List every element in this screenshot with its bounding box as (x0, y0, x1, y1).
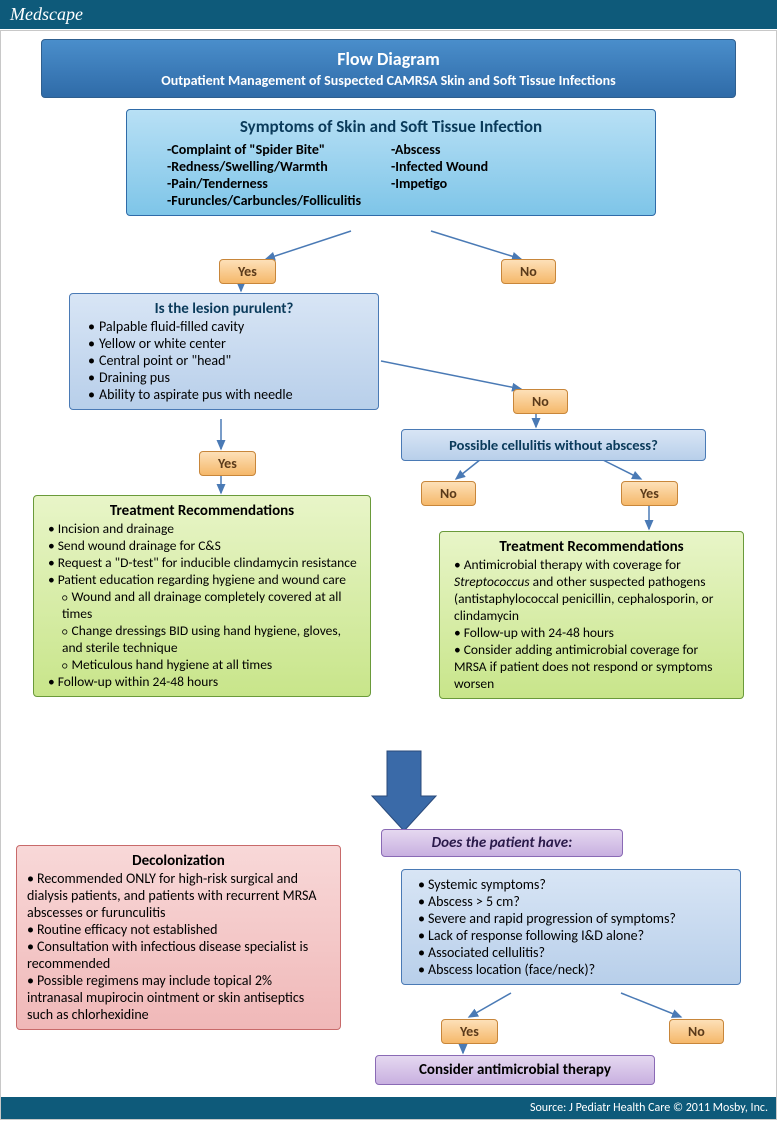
treat-item: Follow-up with 24-48 hours (454, 624, 733, 641)
symptom-item: -Redness/Swelling/Warmth (167, 158, 391, 175)
treat-heading: Treatment Recommendations (450, 538, 733, 556)
no-systemic: No (669, 1019, 724, 1044)
treat-item: Follow-up within 24-48 hours (48, 673, 360, 690)
treat-item: Incision and drainage (48, 520, 360, 537)
no-symptoms: No (501, 259, 556, 284)
yes-cellulitis: Yes (621, 481, 678, 506)
systemic-item: Associated cellulitis? (418, 944, 730, 961)
decol-item: Consultation with infectious disease spe… (27, 938, 330, 972)
symptom-item: -Abscess (391, 141, 615, 158)
purulent-heading: Is the lesion purulent? (80, 300, 368, 318)
systemic-item: Systemic symptoms? (418, 876, 730, 893)
purulent-box: Is the lesion purulent? Palpable fluid-f… (69, 293, 379, 410)
treatment-right: Treatment Recommendations Antimicrobial … (439, 531, 744, 699)
decolonization-box: Decolonization Recommended ONLY for high… (16, 845, 341, 1030)
symptoms-col1: -Complaint of "Spider Bite" -Redness/Swe… (167, 141, 391, 209)
treat-item: Patient education regarding hygiene and … (48, 571, 360, 588)
symptoms-box: Symptoms of Skin and Soft Tissue Infecti… (126, 109, 656, 216)
consider-therapy: Consider antimicrobial therapy (375, 1055, 655, 1085)
symptom-item: -Complaint of "Spider Bite" (167, 141, 391, 158)
yes-systemic: Yes (441, 1019, 498, 1044)
systemic-item: Abscess > 5 cm? (418, 893, 730, 910)
yes-symptoms: Yes (219, 259, 276, 284)
treat-sub: Change dressings BID using hand hygiene,… (62, 622, 360, 656)
treat-item: Request a "D-test" for inducible clindam… (48, 554, 360, 571)
treatment-left: Treatment Recommendations Incision and d… (33, 495, 371, 697)
treat-item: Send wound drainage for C&S (48, 537, 360, 554)
systemic-item: Lack of response following I&D alone? (418, 927, 730, 944)
treat-item: Antimicrobial therapy with coverage for … (454, 556, 733, 624)
title-box: Flow Diagram Outpatient Management of Su… (41, 39, 736, 98)
purulent-item: Ability to aspirate pus with needle (88, 386, 368, 403)
purulent-item: Draining pus (88, 369, 368, 386)
symptoms-col2: -Abscess -Infected Wound -Impetigo (391, 141, 615, 209)
purulent-item: Yellow or white center (88, 335, 368, 352)
no-purulent: No (513, 389, 568, 414)
treat-heading: Treatment Recommendations (44, 502, 360, 520)
decol-heading: Decolonization (27, 852, 330, 870)
cellulitis-question: Possible cellulitis without abscess? (401, 429, 706, 461)
treat-sub: Meticulous hand hygiene at all times (62, 656, 360, 673)
treat-sub: Wound and all drainage completely covere… (62, 588, 360, 622)
symptom-item: -Pain/Tenderness (167, 175, 391, 192)
purulent-item: Central point or "head" (88, 352, 368, 369)
yes-purulent: Yes (199, 451, 256, 476)
flow-canvas: Flow Diagram Outpatient Management of Su… (0, 30, 777, 1120)
symptom-item: -Infected Wound (391, 158, 615, 175)
symptom-item: -Impetigo (391, 175, 615, 192)
decol-item: Possible regimens may include topical 2%… (27, 972, 330, 1023)
symptoms-heading: Symptoms of Skin and Soft Tissue Infecti… (137, 116, 645, 137)
symptom-item: -Furuncles/Carbuncles/Folliculitis (167, 192, 391, 209)
patient-have-header: Does the patient have: (381, 829, 623, 857)
purulent-item: Palpable fluid-filled cavity (88, 318, 368, 335)
title-sub: Outpatient Management of Suspected CAMRS… (50, 72, 727, 89)
systemic-box: Systemic symptoms? Abscess > 5 cm? Sever… (401, 869, 741, 985)
treat-item: Consider adding antimicrobial coverage f… (454, 641, 733, 692)
title-main: Flow Diagram (50, 48, 727, 70)
no-cellulitis: No (421, 481, 476, 506)
source-footer: Source: J Pediatr Health Care © 2011 Mos… (1, 1097, 776, 1119)
systemic-item: Severe and rapid progression of symptoms… (418, 910, 730, 927)
decol-item: Routine efficacy not established (27, 921, 330, 938)
brand-header: Medscape (0, 0, 777, 30)
decol-item: Recommended ONLY for high-risk surgical … (27, 870, 330, 921)
systemic-item: Abscess location (face/neck)? (418, 961, 730, 978)
